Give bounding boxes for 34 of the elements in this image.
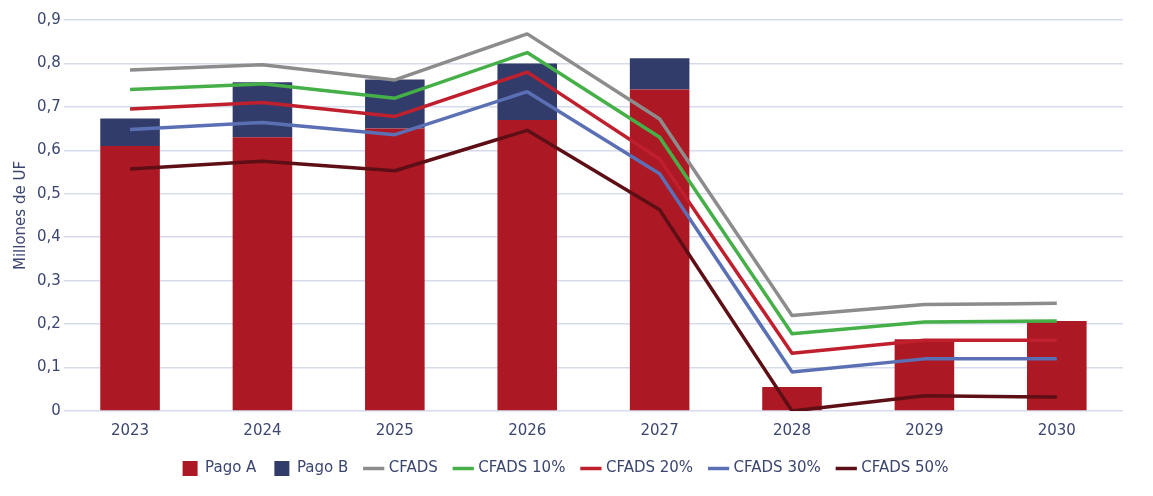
x-tick-label: 2027 — [640, 420, 679, 439]
x-tick-label: 2030 — [1037, 420, 1076, 439]
x-tick-label: 2023 — [110, 420, 150, 439]
y-tick-label: 0 — [51, 400, 61, 419]
x-tick-label: 2025 — [375, 420, 414, 439]
x-tick-label: 2024 — [243, 420, 282, 439]
legend-label: CFADS 50% — [861, 458, 949, 477]
x-tick-label: 2028 — [772, 420, 812, 439]
legend-label: CFADS 10% — [478, 458, 566, 477]
bar — [629, 89, 690, 411]
y-tick-label: 0,5 — [37, 183, 61, 202]
x-tick-label: 2029 — [905, 420, 944, 439]
bar — [100, 118, 160, 146]
x-tick-label: 2026 — [508, 420, 547, 439]
legend-label: Pago A — [205, 458, 258, 477]
bar — [365, 128, 425, 411]
y-tick-label: 0,3 — [37, 270, 61, 289]
bar — [629, 58, 690, 90]
bar — [1027, 321, 1087, 411]
bar — [100, 145, 160, 411]
y-tick-label: 0,4 — [37, 227, 61, 246]
y-tick-label: 0,8 — [37, 53, 61, 72]
y-tick-label: 0,9 — [37, 9, 61, 28]
bar — [497, 119, 558, 411]
y-tick-label: 0,6 — [37, 140, 61, 159]
legend-label: CFADS 30% — [733, 458, 821, 477]
legend-label: Pago B — [296, 458, 349, 477]
legend-label: CFADS — [388, 458, 438, 477]
y-axis-title: Millones de UF — [10, 160, 29, 271]
y-tick-label: 0,7 — [37, 96, 61, 115]
legend-label: CFADS 20% — [605, 458, 694, 477]
y-tick-label: 0,1 — [37, 357, 61, 376]
bar — [232, 137, 293, 411]
y-tick-label: 0,2 — [37, 314, 61, 332]
